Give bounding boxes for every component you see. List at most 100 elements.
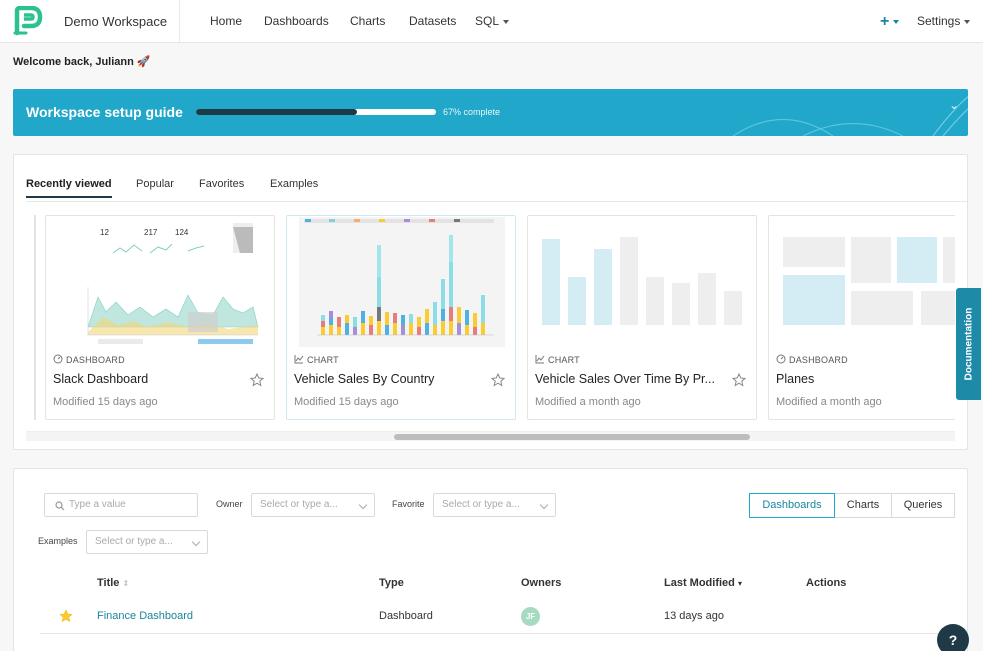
card-type-text: CHART (548, 355, 580, 365)
recent-activity-panel: Recently viewed Popular Favorites Exampl… (13, 154, 968, 450)
avatar[interactable]: JF (521, 607, 540, 626)
examples-filter-label: Examples (38, 536, 78, 546)
chevron-down-icon (964, 19, 971, 24)
card-type-label: CHART (535, 354, 580, 365)
card-modified: Modified a month ago (535, 396, 641, 408)
add-new-button[interactable]: + (880, 0, 900, 43)
card-type-text: CHART (307, 355, 339, 365)
card-modified: Modified 15 days ago (53, 396, 158, 408)
star-icon[interactable] (250, 373, 264, 387)
star-icon[interactable] (732, 373, 746, 387)
segment-queries[interactable]: Queries (891, 493, 955, 518)
recent-card-slack-dashboard[interactable]: 12 217 124 DASHBOARD Slack Dashboard Mod… (45, 215, 275, 420)
row-divider (40, 633, 953, 634)
card-type-label: CHART (294, 354, 339, 365)
column-title[interactable]: Title ⇕ (97, 577, 129, 589)
owner-filter-placeholder: Select or type a... (260, 499, 338, 510)
help-icon[interactable]: ? (937, 624, 969, 651)
banner-decoration (732, 95, 968, 136)
segment-dashboards[interactable]: Dashboards (749, 493, 835, 518)
card-thumbnail (540, 217, 746, 347)
dashboard-icon (53, 354, 63, 364)
search-placeholder: Type a value (69, 499, 126, 510)
examples-filter-placeholder: Select or type a... (95, 536, 173, 547)
search-icon (55, 501, 65, 511)
top-navbar: Demo Workspace Home Dashboards Charts Da… (0, 0, 983, 43)
line-chart-icon (294, 355, 304, 364)
star-icon[interactable] (491, 373, 505, 387)
card-type-label: DASHBOARD (776, 354, 848, 365)
card-type-label: DASHBOARD (53, 354, 125, 365)
row-type: Dashboard (379, 610, 433, 622)
dashboard-icon (776, 354, 786, 364)
card-thumbnail: 12 217 124 (58, 217, 264, 347)
workspace-name[interactable]: Demo Workspace (50, 0, 180, 43)
sort-desc-icon: ▾ (737, 579, 742, 588)
card-edge (34, 215, 36, 420)
tab-popular[interactable]: Popular (136, 178, 174, 190)
chevron-down-icon (893, 19, 900, 24)
tabs-divider (26, 201, 967, 202)
favorite-filter-select[interactable]: Select or type a... (433, 493, 556, 517)
carousel-scrollbar[interactable] (26, 431, 955, 441)
recent-cards-carousel: 12 217 124 DASHBOARD Slack Dashboard Mod… (34, 215, 955, 421)
tab-examples[interactable]: Examples (270, 178, 319, 190)
segment-charts[interactable]: Charts (834, 493, 892, 518)
card-type-text: DASHBOARD (66, 355, 125, 365)
card-title[interactable]: Slack Dashboard (53, 372, 149, 386)
welcome-heading: Welcome back, Juliann 🚀 (13, 56, 151, 68)
tab-favorites[interactable]: Favorites (199, 178, 245, 190)
card-thumbnail (299, 217, 505, 347)
card-title[interactable]: Planes (776, 372, 815, 386)
favorite-filter-placeholder: Select or type a... (442, 499, 520, 510)
svg-text:12: 12 (100, 228, 109, 237)
star-filled-icon[interactable] (59, 609, 73, 623)
card-modified: Modified 15 days ago (294, 396, 399, 408)
column-title-label: Title (97, 577, 120, 589)
nav-datasets[interactable]: Datasets (409, 14, 457, 28)
column-actions: Actions (806, 577, 847, 589)
row-title-link[interactable]: Finance Dashboard (97, 610, 194, 622)
nav-dashboards[interactable]: Dashboards (264, 14, 329, 28)
svg-text:124: 124 (175, 228, 189, 237)
card-title[interactable]: Vehicle Sales By Country (294, 372, 435, 386)
search-input[interactable]: Type a value (44, 493, 198, 517)
settings-label: Settings (917, 14, 961, 28)
logo-icon[interactable] (12, 6, 46, 36)
nav-sql[interactable]: SQL (475, 0, 510, 43)
owner-filter-label: Owner (216, 499, 243, 509)
tab-recently-viewed[interactable]: Recently viewed (26, 178, 112, 198)
line-chart-icon (535, 355, 545, 364)
column-type: Type (379, 577, 404, 589)
nav-charts[interactable]: Charts (350, 14, 386, 28)
examples-filter-select[interactable]: Select or type a... (86, 530, 208, 554)
row-last-modified: 13 days ago (664, 610, 724, 622)
settings-menu[interactable]: Settings (917, 0, 971, 43)
documentation-tab[interactable]: Documentation (956, 288, 981, 400)
card-type-text: DASHBOARD (789, 355, 848, 365)
setup-progress-bar (196, 109, 436, 115)
chevron-down-icon (539, 500, 549, 510)
column-last-modified-label: Last Modified (664, 577, 735, 589)
stacked-bars (321, 235, 485, 335)
chevron-down-icon (191, 537, 201, 547)
documentation-label: Documentation (963, 307, 974, 381)
nav-sql-label: SQL (475, 14, 500, 28)
plus-icon: + (880, 13, 890, 30)
scrollbar-thumb[interactable] (394, 434, 750, 440)
card-title[interactable]: Vehicle Sales Over Time By Pr... (535, 372, 715, 386)
column-last-modified[interactable]: Last Modified ▾ (664, 577, 742, 589)
setup-guide-title: Workspace setup guide (26, 104, 183, 120)
sort-icon: ⇕ (122, 579, 130, 588)
setup-progress-fill (196, 109, 357, 115)
favorite-filter-label: Favorite (392, 499, 425, 509)
nav-home[interactable]: Home (210, 14, 243, 28)
chevron-down-icon (503, 19, 510, 24)
recent-card-vehicle-sales-over-time[interactable]: CHART Vehicle Sales Over Time By Pr... M… (527, 215, 757, 420)
setup-guide-banner[interactable]: Workspace setup guide 67% complete ⌄ (13, 89, 968, 136)
setup-progress-text: 67% complete (443, 107, 501, 117)
chevron-down-icon[interactable]: ⌄ (948, 98, 959, 112)
recent-card-planes[interactable]: DASHBOARD Planes Modified a month ago (768, 215, 955, 420)
recent-card-vehicle-sales-by-country[interactable]: CHART Vehicle Sales By Country Modified … (286, 215, 516, 420)
owner-filter-select[interactable]: Select or type a... (251, 493, 375, 517)
